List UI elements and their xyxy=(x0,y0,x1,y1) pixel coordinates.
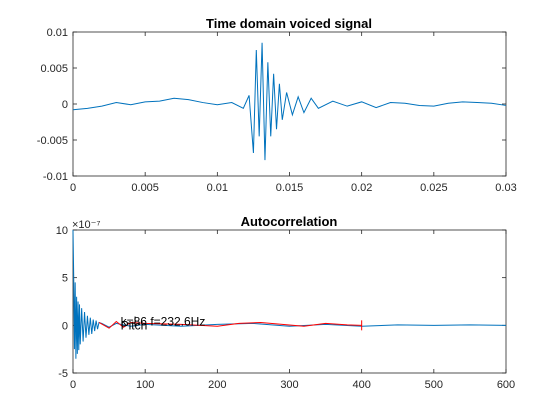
autocorrelation-y-tick-label: 10 xyxy=(56,225,68,237)
autocorrelation-plot-title: Autocorrelation xyxy=(241,214,338,229)
autocorrelation-annotation-0: k=86 f=232.6Hz xyxy=(121,315,206,329)
signal-x-tick-label: 0.025 xyxy=(420,182,448,194)
signal-x-tick-label: 0.005 xyxy=(131,182,159,194)
autocorrelation-series-line-1 xyxy=(98,320,362,329)
autocorrelation-x-tick-label: 0 xyxy=(70,379,76,391)
signal-series-line-0 xyxy=(72,42,507,161)
autocorrelation-series-line-0 xyxy=(72,229,507,359)
signal-x-tick-label: 0.02 xyxy=(351,182,372,194)
autocorrelation-x-tick-label: 400 xyxy=(352,379,370,391)
signal-y-tick-label: 0 xyxy=(62,99,68,111)
signal-plot-title: Time domain voiced signal xyxy=(206,16,372,31)
autocorrelation-plot: Autocorrelation ×10⁻⁷ 0 100 200 300 400 500 60… xyxy=(56,214,515,391)
autocorrelation-y-tick-label: 0 xyxy=(62,320,68,332)
autocorrelation-x-tick-label: 500 xyxy=(425,379,443,391)
autocorrelation-annotation-1: Pitch xyxy=(121,318,148,332)
autocorrelation-x-tick-label: 600 xyxy=(497,379,515,391)
signal-y-tick-label: -0.005 xyxy=(37,135,68,147)
autocorrelation-x-tick-label: 200 xyxy=(208,379,226,391)
signal-x-tick-label: 0.01 xyxy=(207,182,228,194)
autocorrelation-y-tick-label: 5 xyxy=(62,273,68,285)
signal-x-tick-label: 0 xyxy=(70,182,76,194)
signal-x-tick-label: 0.015 xyxy=(276,182,304,194)
autocorrelation-y-tick-label: -5 xyxy=(58,368,68,380)
signal-y-tick-label: 0.005 xyxy=(40,63,68,75)
autocorrelation-y-exponent: ×10⁻⁷ xyxy=(72,219,100,231)
signal-x-tick-label: 0.03 xyxy=(495,182,516,194)
signal-y-tick-label: -0.01 xyxy=(43,171,68,183)
signal-y-tick-label: 0.01 xyxy=(47,27,68,39)
signal-plot: Time domain voiced signal 0 0.005 0.01 0.01… xyxy=(37,16,517,194)
autocorrelation-x-tick-label: 300 xyxy=(280,379,298,391)
autocorrelation-x-tick-label: 100 xyxy=(136,379,154,391)
